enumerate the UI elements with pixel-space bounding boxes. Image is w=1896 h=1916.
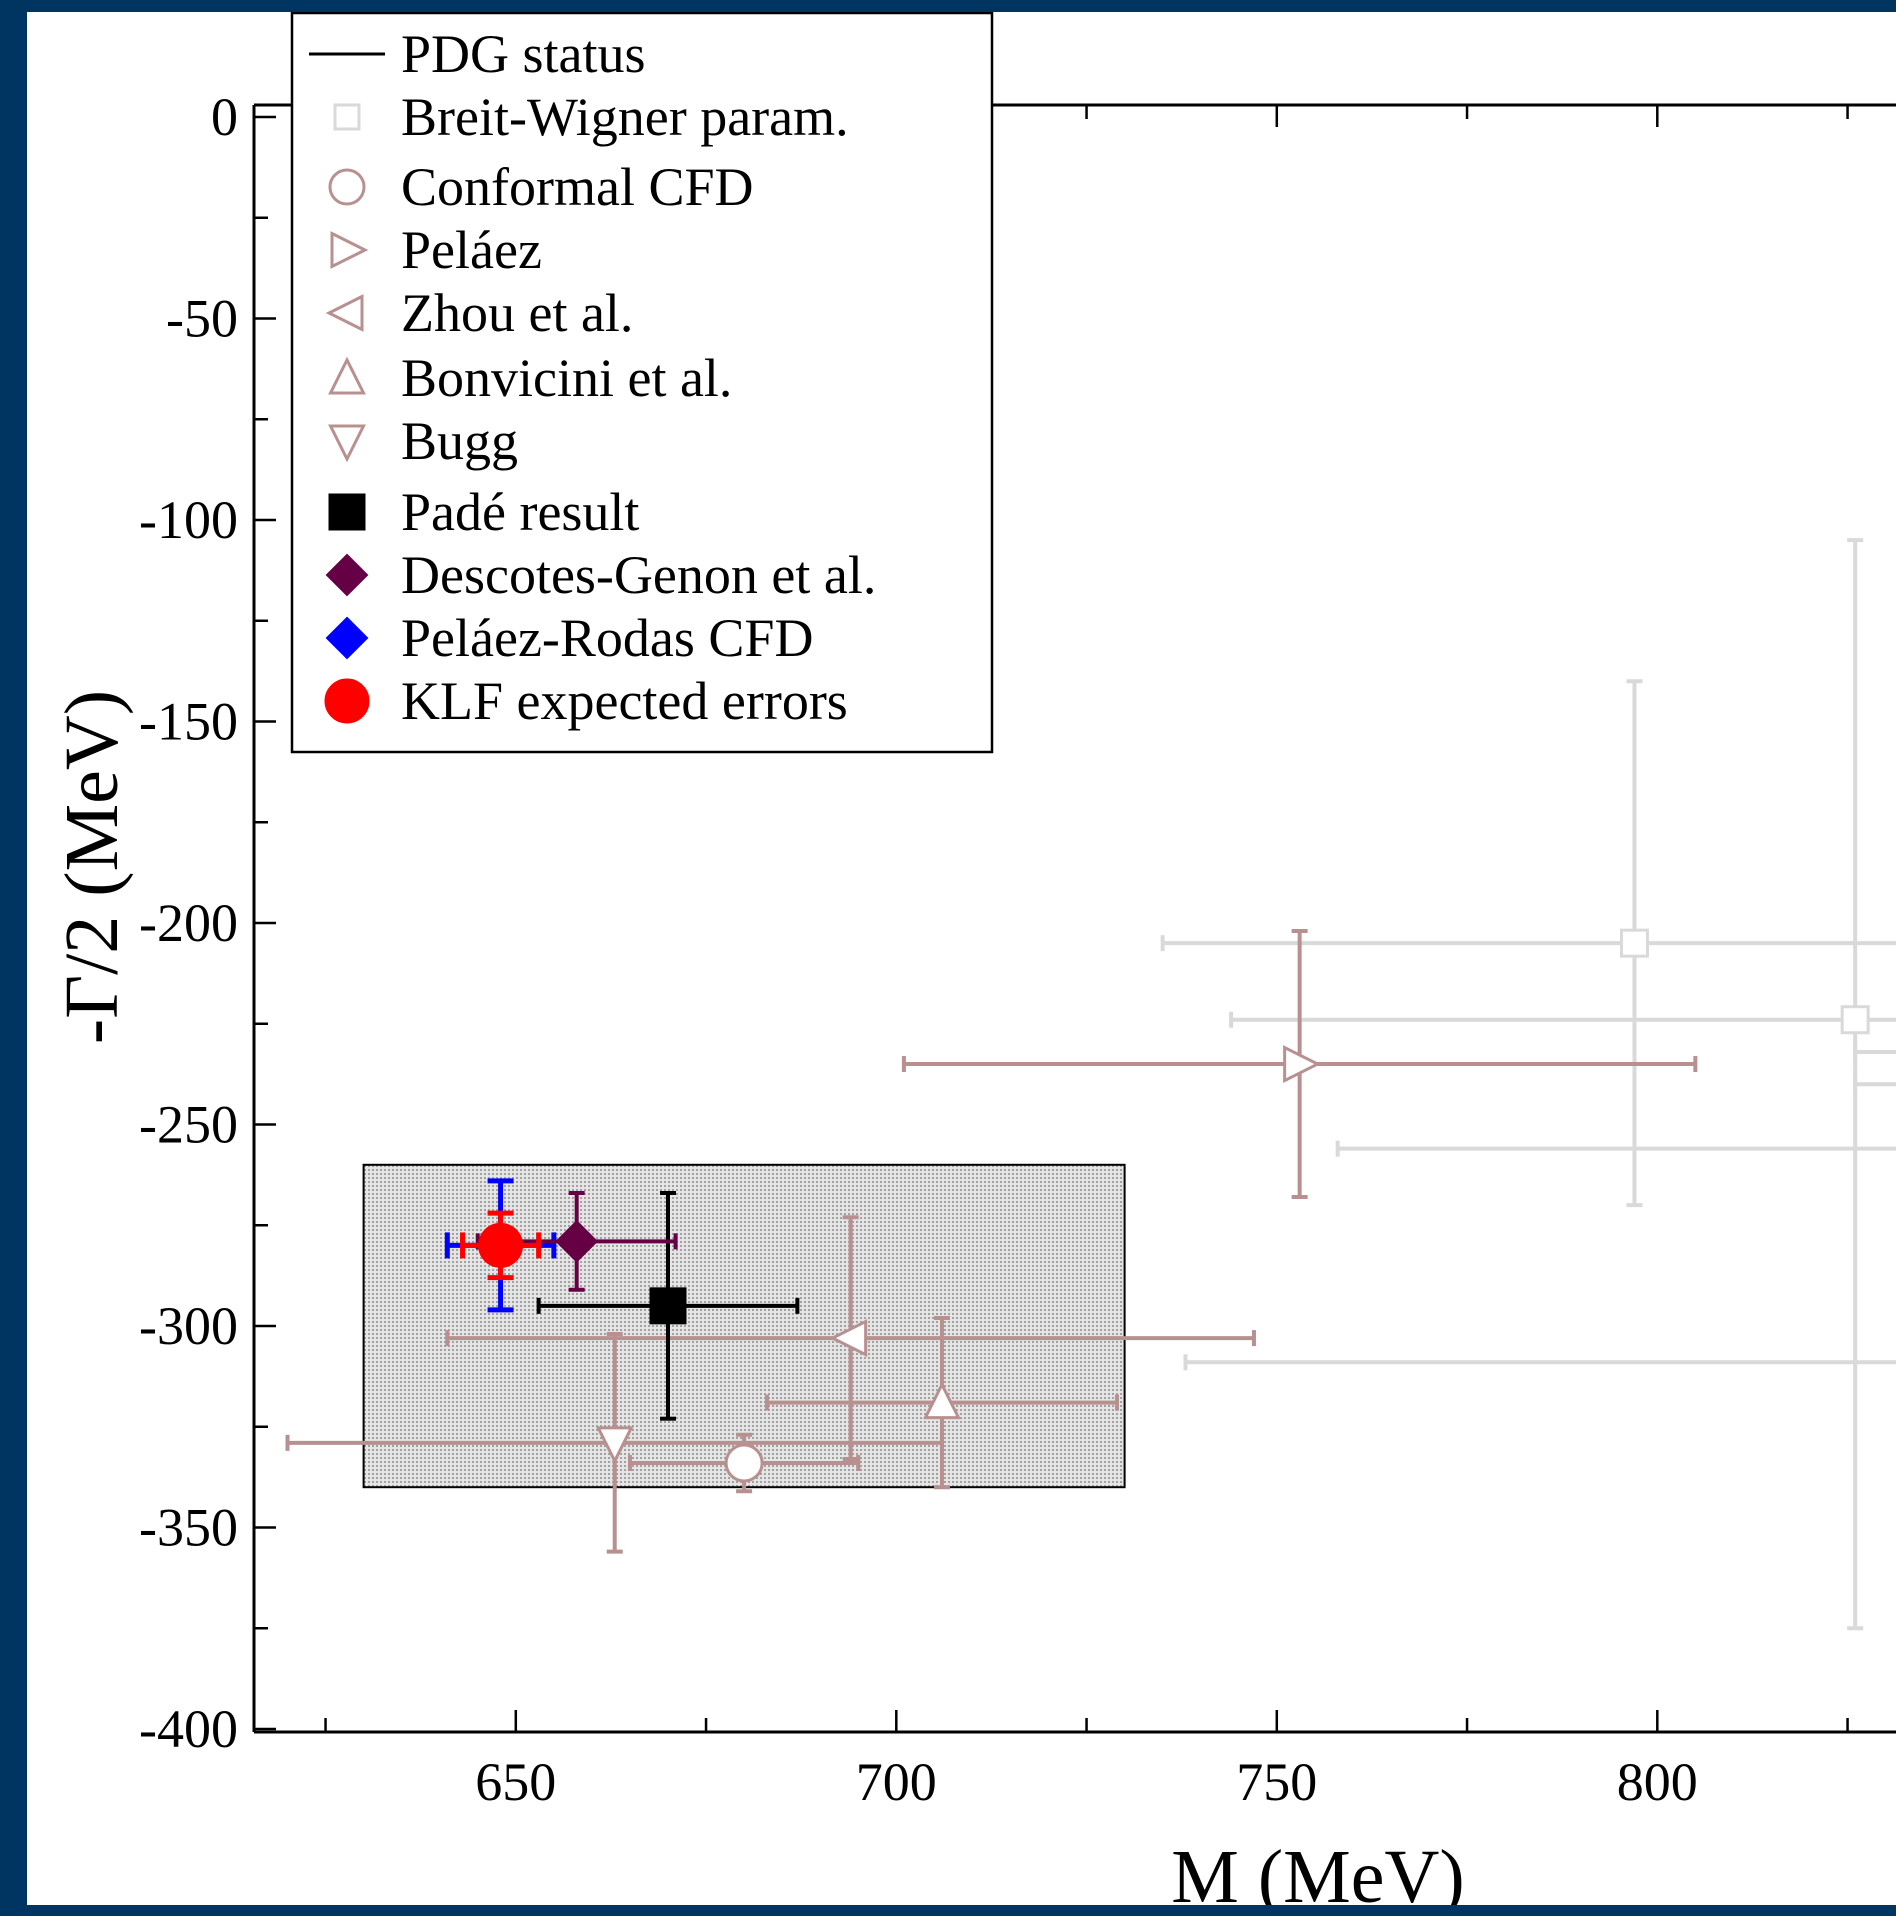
legend-label: Bonvicini et al. — [401, 348, 732, 408]
y-tick-label: -300 — [139, 1296, 238, 1356]
x-tick-label: 800 — [1617, 1752, 1698, 1812]
series-pad-result — [536, 1191, 800, 1421]
data-point — [478, 1222, 524, 1268]
data-point — [724, 1443, 764, 1483]
data-point — [1840, 1005, 1870, 1035]
legend-label: Bugg — [401, 411, 518, 471]
legend-label: PDG status — [401, 24, 646, 84]
legend-label: Descotes-Genon et al. — [401, 545, 876, 605]
y-tick-label: -200 — [139, 893, 238, 953]
series-klf-expected-errors — [460, 1210, 542, 1281]
legend-label: KLF expected errors — [401, 671, 848, 731]
data-point — [829, 1319, 868, 1358]
y-tick-label: -400 — [139, 1699, 238, 1759]
legend-marker — [325, 616, 369, 660]
chart-svg: 650 700 750 800 0 -50 -100 -150 -200 -250 -300 -350… — [50, 12, 1896, 1905]
data-point — [1619, 928, 1649, 958]
x-tick-label: 750 — [1236, 1752, 1317, 1812]
legend-marker — [330, 231, 369, 269]
data-layer — [285, 538, 1896, 1631]
y-axis-title: -Γ/2 (MeV) — [50, 690, 134, 1044]
legend-label: Peláez-Rodas CFD — [401, 608, 813, 668]
legend-label: Padé result — [401, 482, 639, 542]
x-tick-label: 650 — [475, 1752, 556, 1812]
series-breit-wigner-param- — [1160, 679, 1896, 1208]
series-breit-wigner-param-off-frame- — [1183, 538, 1896, 1631]
x-tick-label: 700 — [856, 1752, 937, 1812]
series-pel-ez — [901, 929, 1698, 1200]
legend-label: Breit-Wigner param. — [401, 87, 849, 147]
legend-marker — [328, 493, 366, 531]
legend-label: Conformal CFD — [401, 157, 754, 217]
y-tick-label: -150 — [139, 692, 238, 752]
x-axis-title: M (MeV) — [1171, 1835, 1464, 1905]
y-tick-label: 0 — [211, 87, 238, 147]
y-tick-label: -100 — [139, 490, 238, 550]
series-bonvicini-et-al- — [764, 1315, 1119, 1490]
data-point — [1283, 1045, 1321, 1083]
y-tick-label: -250 — [139, 1095, 238, 1155]
legend-marker — [328, 168, 366, 206]
legend-marker — [333, 103, 361, 131]
data-point — [555, 1219, 599, 1263]
data-point — [595, 1426, 634, 1465]
series-conformal-cfd — [627, 1432, 861, 1494]
legend-marker — [325, 294, 364, 332]
data-point — [649, 1287, 687, 1325]
legend-marker — [324, 678, 370, 724]
legend-marker — [325, 553, 369, 597]
y-tick-label: -50 — [166, 289, 238, 349]
legend-marker — [328, 356, 366, 395]
legend-box — [290, 12, 994, 754]
series-zhou-et-al- — [445, 1215, 1256, 1461]
legend-marker — [328, 424, 366, 463]
chart-canvas: 650 700 750 800 0 -50 -100 -150 -200 -250 -300 -350… — [27, 12, 1896, 1905]
legend-label: Zhou et al. — [401, 283, 633, 343]
legend-label: Peláez — [401, 220, 542, 280]
y-tick-label: -350 — [139, 1498, 238, 1558]
data-point — [923, 1381, 961, 1420]
